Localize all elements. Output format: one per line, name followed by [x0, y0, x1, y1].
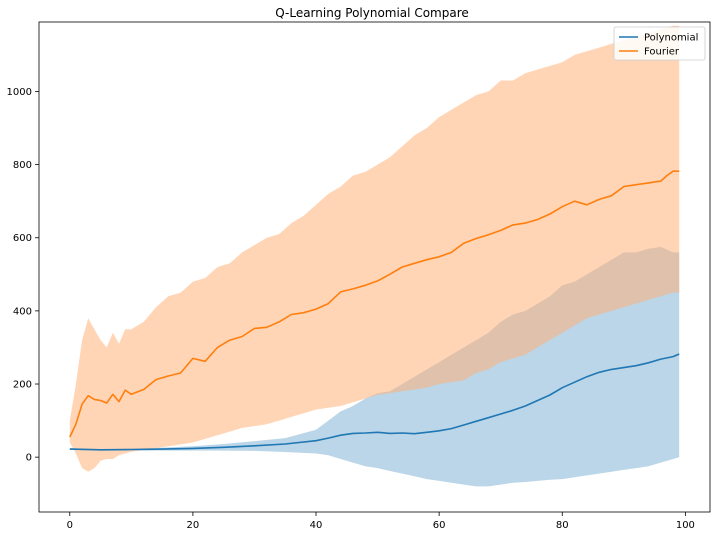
x-tick-label: 40	[310, 520, 323, 531]
x-tick-label: 20	[187, 520, 200, 531]
chart-title: Q-Learning Polynomial Compare	[275, 6, 469, 20]
confidence-bands	[69, 25, 680, 487]
x-tick-label: 0	[67, 520, 73, 531]
y-tick-label: 400	[13, 306, 32, 317]
y-tick-label: 800	[13, 160, 32, 171]
x-axis: 0 20 40 60 80 100	[67, 512, 695, 531]
x-tick-label: 80	[556, 520, 569, 531]
y-tick-label: 1000	[7, 87, 32, 98]
legend-label-fourier: Fourier	[644, 47, 680, 58]
x-tick-label: 100	[676, 520, 695, 531]
polynomial-band	[69, 246, 680, 487]
x-tick-label: 60	[433, 520, 446, 531]
fourier-band	[69, 25, 680, 472]
legend-label-polynomial: Polynomial	[644, 33, 698, 44]
y-tick-label: 0	[26, 453, 32, 464]
legend: Polynomial Fourier	[613, 26, 706, 61]
fourier-line	[69, 170, 680, 438]
y-tick-label: 200	[13, 380, 32, 391]
series-lines	[69, 170, 680, 451]
y-tick-label: 600	[13, 233, 32, 244]
polynomial-line	[69, 353, 680, 451]
plot-frame	[38, 21, 711, 513]
y-axis: 0 200 400 600 800 1000	[7, 87, 39, 464]
